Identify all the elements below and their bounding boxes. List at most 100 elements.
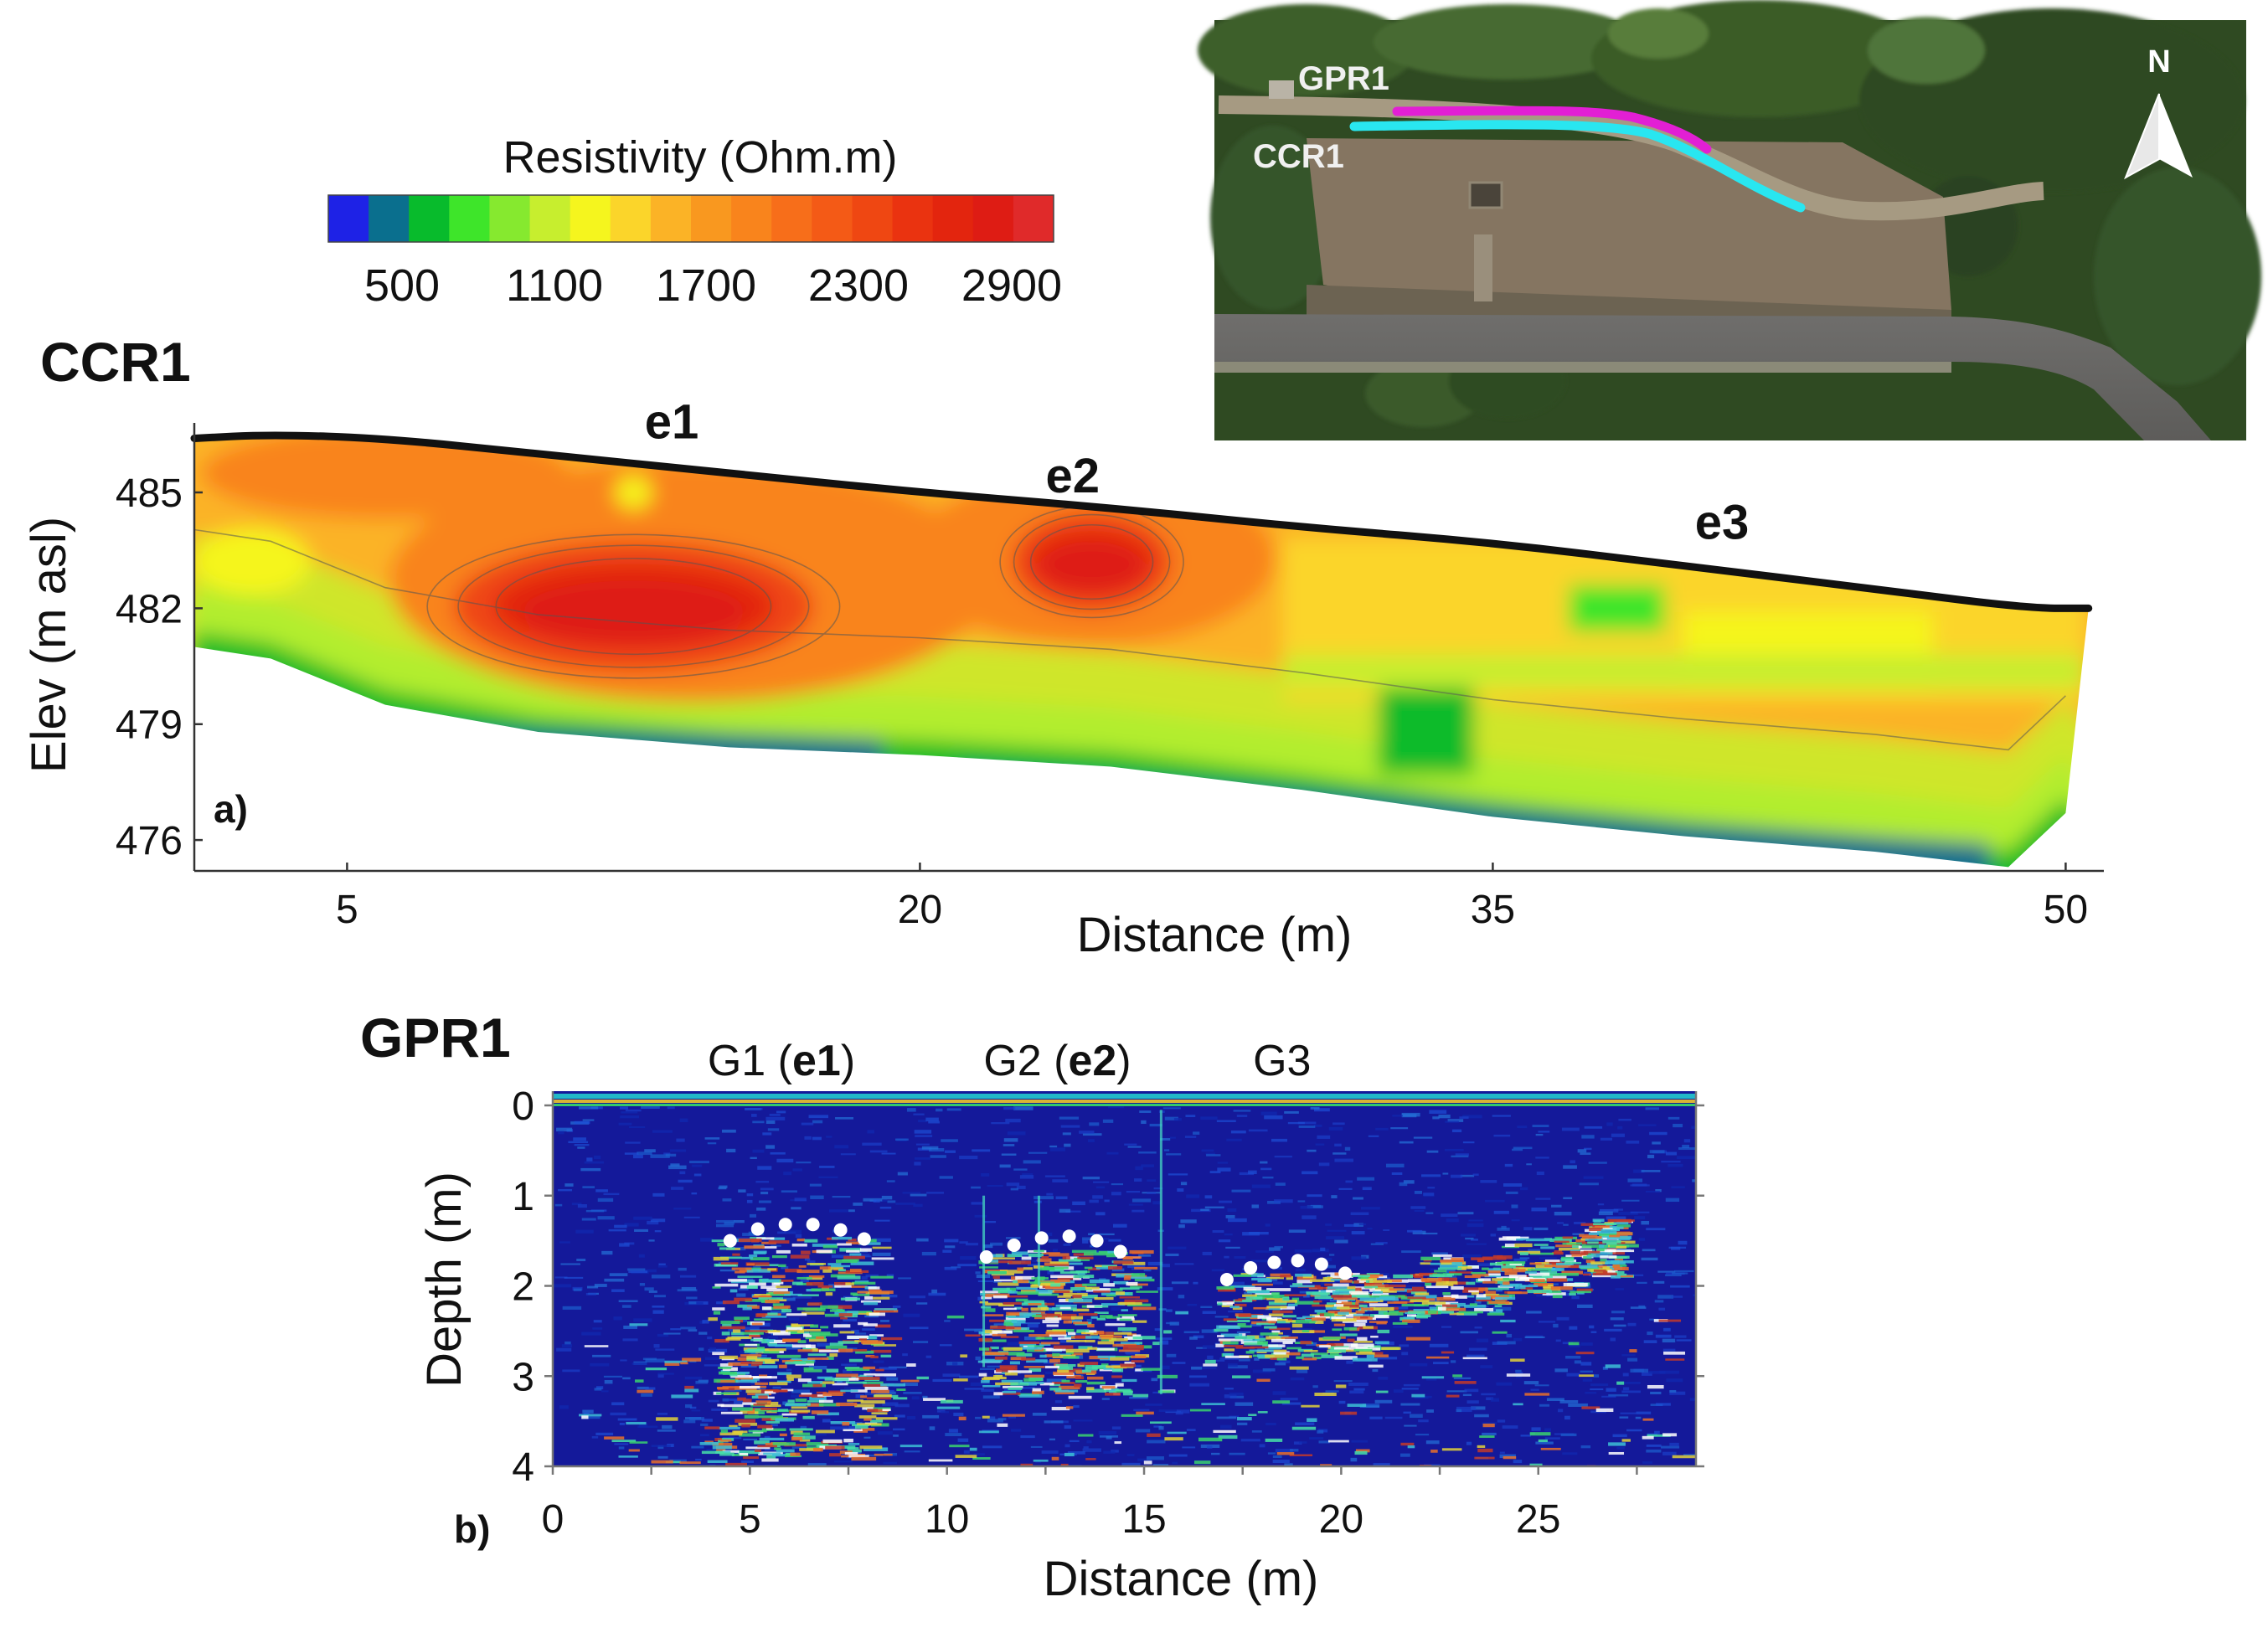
gpr1-apex-point — [723, 1234, 737, 1248]
map-label-gpr1: GPR1 — [1298, 60, 1389, 97]
colorbar-cell — [650, 195, 692, 242]
ccr1-y-tick-label: 479 — [116, 703, 183, 748]
ccr1-topography-line — [190, 431, 2093, 612]
gpr1-title: GPR1 — [360, 1007, 511, 1069]
gpr1-annotations: G1 (e1) G2 (e2) G3 — [708, 1037, 1312, 1085]
gpr1-x-tick-label: 0 — [542, 1497, 564, 1542]
ccr1-y-tick-label: 482 — [116, 587, 183, 631]
ccr1-annotations: e1 e2 e3 — [645, 394, 1750, 549]
colorbar-cells — [327, 194, 1054, 243]
gpr1-apex-point — [1291, 1254, 1305, 1268]
map-inset: GPR1 CCR1 N — [1198, 0, 2261, 440]
ccr1-section — [194, 434, 2089, 868]
gpr1-apex-point — [1113, 1244, 1127, 1259]
ccr1-title: CCR1 — [40, 331, 191, 393]
ccr1-survey-line — [1349, 120, 1806, 213]
colorbar-tick-label: 2300 — [808, 260, 909, 311]
colorbar-cell — [932, 195, 974, 242]
colorbar-cell — [691, 195, 732, 242]
gpr1-apex-point — [1267, 1255, 1281, 1270]
gpr1-axes — [551, 1091, 1698, 1468]
colorbar: Resistivity (Ohm.m) 500 1100 1700 2300 2900 — [327, 132, 1062, 311]
gpr1-panel-label: b) — [454, 1507, 490, 1551]
gpr1-apex-point — [1062, 1229, 1076, 1244]
gpr1-panel: GPR1 0 5 10 15 20 25 0 1 2 3 4 G1 (e1) G2 (e2) G3 D… — [360, 1007, 1704, 1606]
ccr1-contour-lines — [194, 505, 2066, 751]
ccr1-y-tick-label: 476 — [116, 819, 183, 863]
gpr1-apex-point — [857, 1232, 871, 1246]
colorbar-tick-label: 1700 — [656, 260, 756, 311]
map-slope — [1307, 285, 1951, 318]
gpr1-apex-point — [750, 1222, 765, 1236]
map-label-ccr1: CCR1 — [1253, 138, 1344, 175]
ccr1-x-tick-label: 5 — [336, 888, 358, 932]
ccr1-x-ticks: 5 20 35 50 — [336, 863, 2088, 932]
colorbar-cell — [489, 195, 531, 242]
ccr1-y-ticks: 485 482 479 476 — [116, 471, 203, 863]
gpr1-y-tick-label: 2 — [512, 1265, 534, 1310]
ccr1-x-tick-label: 35 — [1471, 888, 1515, 932]
north-arrow-icon — [2124, 93, 2193, 180]
ccr1-panel-label: a) — [214, 787, 248, 831]
gpr1-annotation: G1 (e1) — [708, 1037, 855, 1085]
gpr1-y-tick-label: 4 — [512, 1445, 534, 1490]
colorbar-ticks: 500 1100 1700 2300 2900 — [364, 260, 1062, 311]
ccr1-x-tick-label: 50 — [2044, 888, 2088, 932]
map-vegetation — [1198, 0, 2261, 427]
colorbar-cell — [610, 195, 652, 242]
gpr1-apex-point — [1244, 1260, 1258, 1275]
gpr1-x-tick-label: 10 — [925, 1497, 969, 1542]
colorbar-cell — [1013, 195, 1054, 242]
colorbar-title: Resistivity (Ohm.m) — [503, 132, 898, 183]
gpr1-apex-point — [1314, 1257, 1328, 1271]
colorbar-cell — [892, 195, 934, 242]
map-road — [1214, 314, 2211, 440]
colorbar-cell — [529, 195, 571, 242]
ccr1-y-tick-label: 485 — [116, 471, 183, 516]
ccr1-annotation-e1: e1 — [645, 394, 699, 449]
colorbar-cell — [771, 195, 812, 242]
north-label: N — [2147, 44, 2170, 80]
gpr1-x-tick-label: 15 — [1121, 1497, 1166, 1542]
gpr1-apex-point — [1219, 1272, 1234, 1286]
gpr1-x-tick-label: 25 — [1516, 1497, 1560, 1542]
ccr1-xlabel: Distance (m) — [1077, 908, 1353, 962]
gpr1-y-tick-label: 0 — [512, 1084, 534, 1129]
gpr1-y-tick-label: 3 — [512, 1355, 534, 1399]
colorbar-cell — [852, 195, 894, 242]
gpr1-apex-point — [1007, 1239, 1021, 1253]
gpr1-apex-point — [1338, 1266, 1353, 1280]
gpr1-apex-point — [979, 1250, 993, 1265]
gpr1-apex-point — [778, 1218, 792, 1232]
ccr1-annotation-e3: e3 — [1695, 495, 1750, 549]
colorbar-frame — [327, 194, 1054, 243]
gpr1-radargram — [553, 1091, 1696, 1466]
gpr1-annotation: G2 (e2) — [983, 1037, 1131, 1085]
gpr1-y-tick-label: 1 — [512, 1175, 534, 1219]
gpr1-apex-point — [806, 1218, 820, 1232]
gpr1-x-ticks: 0 5 10 15 20 25 — [542, 1466, 1638, 1542]
colorbar-tick-label: 500 — [364, 260, 440, 311]
colorbar-cell — [449, 195, 490, 242]
map-building — [1269, 80, 1294, 99]
gpr1-apex-point — [833, 1223, 848, 1237]
map-road-verge — [1214, 362, 1951, 373]
colorbar-cell — [731, 195, 772, 242]
colorbar-cell — [570, 195, 611, 242]
gpr1-x-tick-label: 20 — [1319, 1497, 1363, 1542]
map-bare-ground — [1307, 138, 1951, 310]
colorbar-cell — [972, 195, 1014, 242]
gpr1-xlabel: Distance (m) — [1044, 1552, 1319, 1606]
map-structure — [1468, 181, 1503, 209]
colorbar-tick-label: 2900 — [961, 260, 1062, 311]
gpr1-survey-line — [1392, 106, 1712, 154]
colorbar-tick-label: 1100 — [506, 260, 603, 311]
gpr1-apex-point — [1034, 1231, 1049, 1245]
map-wall — [1474, 234, 1492, 301]
gpr1-y-ticks: 0 1 2 3 4 — [512, 1084, 1704, 1490]
colorbar-cell — [328, 195, 369, 242]
ccr1-ylabel: Elev (m asl) — [22, 517, 76, 773]
gpr1-ylabel: Depth (m) — [417, 1172, 472, 1388]
ccr1-annotation-e2: e2 — [1046, 449, 1100, 503]
